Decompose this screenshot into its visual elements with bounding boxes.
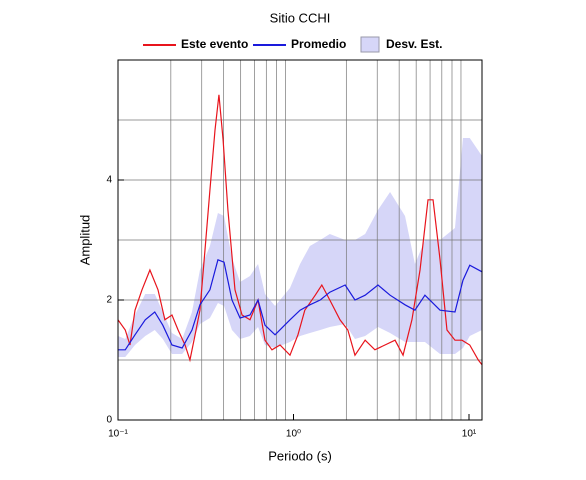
y-tick-label: 0	[106, 415, 112, 426]
legend-swatch	[360, 36, 380, 53]
plot-frame	[117, 59, 483, 421]
std-band	[118, 138, 482, 357]
x-tick-label: 10⁻¹	[108, 429, 128, 440]
legend-label: Este evento	[181, 37, 248, 51]
y-tick-label: 2	[106, 295, 112, 306]
chart-title: Sitio CCHI	[270, 10, 331, 25]
x-axis-label: Periodo (s)	[268, 448, 332, 463]
series-line	[118, 258, 483, 351]
y-axis-label: Amplitud	[77, 215, 92, 266]
series-line	[117, 94, 483, 366]
x-tick-label: 10⁰	[286, 429, 301, 440]
y-tick-label: 4	[106, 175, 112, 186]
legend-label: Promedio	[291, 37, 346, 51]
x-tick-label: 10¹	[462, 429, 477, 440]
legend-label: Desv. Est.	[386, 37, 442, 51]
